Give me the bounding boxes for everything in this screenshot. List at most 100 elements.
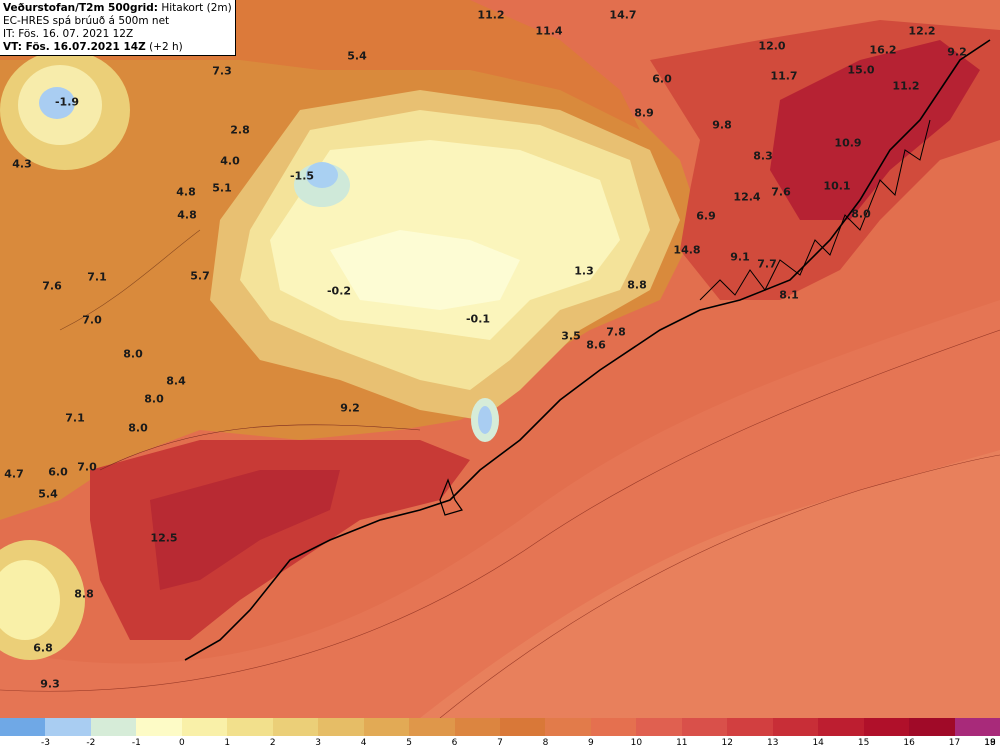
legend-swatch [727, 718, 774, 736]
legend-tick-label: 8 [542, 738, 549, 748]
temperature-label: 8.8 [74, 587, 94, 601]
temperature-label: 8.1 [779, 288, 799, 302]
temperature-label: 12.4 [733, 190, 761, 204]
temperature-label: 4.7 [4, 467, 24, 481]
temperature-label: 7.3 [212, 64, 232, 78]
legend-tick-label: 16 [903, 738, 915, 748]
header-model-line: EC-HRES spá brúuð á 500m net [3, 15, 170, 27]
legend-tick-label: 11 [676, 738, 688, 748]
temperature-label: 7.1 [65, 411, 85, 425]
temperature-label: 6.9 [696, 209, 716, 223]
glacier-langjokull-core [306, 162, 338, 188]
legend-tick-label: 5 [406, 738, 412, 748]
temperature-label: 1.3 [574, 264, 594, 278]
coastline-islands [439, 478, 463, 516]
legend-tick-label: 0 [178, 738, 185, 748]
temperature-label: 7.0 [77, 460, 97, 474]
legend-tick-label: 7 [497, 738, 503, 748]
temperature-label: 12.0 [758, 39, 786, 53]
legend-swatch [954, 718, 1000, 736]
legend-swatch [227, 718, 274, 736]
temperature-label: 4.3 [12, 157, 32, 171]
legend-swatch [90, 718, 137, 736]
temperature-label: 7.1 [87, 270, 107, 284]
lowland-red [90, 440, 470, 640]
legend-tick-label: 9 [588, 738, 594, 748]
temperature-label: 3.5 [561, 329, 581, 343]
temperature-label: 8.0 [144, 392, 164, 406]
temperature-label: 11.7 [770, 69, 798, 83]
legend-tick-label: 14 [812, 738, 824, 748]
temperature-label: -1.5 [289, 169, 315, 183]
contour-line [0, 329, 1000, 692]
temperature-label: 8.4 [166, 374, 186, 388]
temperature-label: 4.8 [177, 208, 197, 222]
temperature-label: 7.7 [757, 257, 777, 271]
legend-swatch [863, 718, 910, 736]
legend-tick-label: 12 [721, 738, 733, 748]
temperature-label: 12.5 [150, 531, 178, 545]
temperature-label: 7.8 [606, 325, 626, 339]
lowland-red-core [150, 470, 340, 590]
temperature-label: 16.2 [869, 43, 897, 57]
temperature-label: 11.2 [892, 79, 920, 93]
legend-swatch [0, 718, 46, 736]
legend-swatch [45, 718, 92, 736]
glacier-vatnajokull-core [478, 406, 492, 434]
header-lead-time: (+2 h) [149, 41, 183, 53]
legend-swatch [500, 718, 546, 736]
legend-tick-label: 3 [315, 738, 322, 748]
legend-tick-label: 1 [224, 738, 231, 748]
sea-band-10 [420, 450, 1000, 718]
legend-swatch [590, 718, 637, 736]
temperature-label: -0.2 [326, 284, 352, 298]
temperature-label: 5.1 [212, 181, 232, 195]
temperature-label: 5.4 [347, 49, 367, 63]
temperature-label: 15.0 [847, 63, 875, 77]
header-valid-time: VT: Fös. 16.07.2021 14Z [3, 41, 146, 53]
temperature-label: 14.7 [609, 8, 637, 22]
contour-line [439, 454, 1000, 718]
temperature-map [0, 0, 1000, 718]
temperature-label: 9.2 [947, 45, 967, 59]
coastline-south [184, 39, 991, 661]
color-legend: -3 -2 -1 0 1 2 3 4 5 6 7 8 9 10 11 12 13 14 15 16 17 18 19 [0, 718, 1000, 748]
temperature-label: 8.6 [586, 338, 606, 352]
temperature-label: 8.9 [634, 106, 654, 120]
temperature-label: -0.1 [465, 312, 491, 326]
temperature-label: 2.8 [230, 123, 250, 137]
temperature-label: 11.4 [535, 24, 563, 38]
legend-tick-label: 19 [984, 738, 996, 748]
temperature-label: 9.2 [340, 401, 360, 415]
legend-tick-label: 2 [269, 738, 276, 748]
legend-swatch [681, 718, 728, 736]
temperature-label: 6.0 [652, 72, 672, 86]
header-subtitle: Hitakort (2m) [161, 2, 232, 14]
contour-line [99, 424, 421, 471]
legend-tick-label: 17 [948, 738, 961, 748]
temperature-label: 8.0 [123, 347, 143, 361]
temperature-label: 9.1 [730, 250, 750, 264]
temperature-label: 9.8 [712, 118, 732, 132]
contour-line [59, 229, 201, 331]
header-title: Veðurstofan/T2m 500grid: [3, 2, 158, 14]
peak-sw-core [0, 560, 60, 640]
east-deep-red [770, 40, 980, 220]
legend-tick-label: 13 [766, 738, 779, 748]
temperature-label: 10.9 [834, 136, 862, 150]
temperature-label: 8.8 [627, 278, 647, 292]
temperature-label: 10.1 [823, 179, 851, 193]
temperature-label: 14.8 [673, 243, 701, 257]
legend-tick-label: 10 [630, 738, 643, 748]
temperature-label: 4.8 [176, 185, 196, 199]
legend-swatch [772, 718, 819, 736]
legend-swatch [272, 718, 319, 736]
temperature-label: 9.3 [40, 677, 60, 691]
coastline-east-fjords [699, 119, 931, 301]
temperature-label: 6.8 [33, 641, 53, 655]
temperature-label: 7.6 [771, 185, 791, 199]
temperature-label: -1.9 [54, 95, 80, 109]
legend-tick-label: 6 [451, 738, 458, 748]
legend-swatch [363, 718, 410, 736]
